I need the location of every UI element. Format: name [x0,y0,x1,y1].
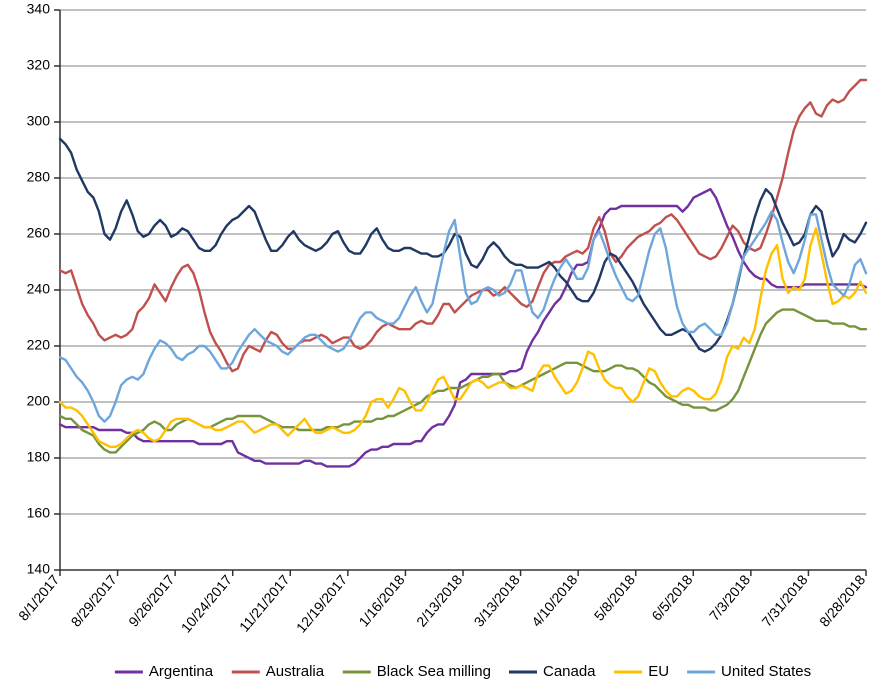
chart-canvas: 1401601802002202402602803003203408/1/201… [0,0,883,699]
legend-label: United States [721,663,811,680]
y-tick-label: 260 [27,225,51,241]
line-chart: 1401601802002202402602803003203408/1/201… [0,0,883,699]
y-tick-label: 200 [27,393,51,409]
legend-label: EU [648,663,669,680]
y-tick-label: 300 [27,113,51,129]
y-tick-label: 280 [27,169,51,185]
y-tick-label: 240 [27,281,51,297]
y-tick-label: 340 [27,1,51,17]
legend-label: Australia [266,663,325,680]
y-tick-label: 180 [27,449,51,465]
y-tick-label: 160 [27,505,51,521]
legend-label: Black Sea milling [377,663,491,680]
legend-label: Argentina [149,663,214,680]
legend-label: Canada [543,663,596,680]
y-tick-label: 220 [27,337,51,353]
y-tick-label: 320 [27,57,51,73]
